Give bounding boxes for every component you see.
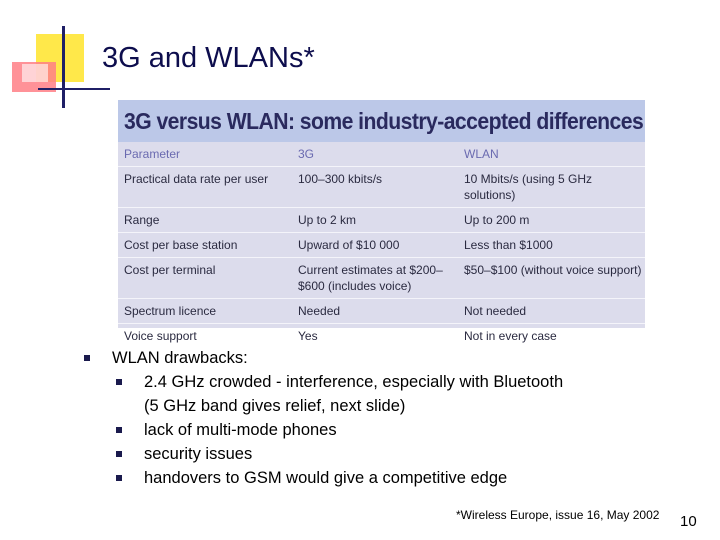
table-row: Cost per base station Upward of $10 000 … xyxy=(118,233,645,258)
table-cell: Yes xyxy=(298,329,318,343)
sub-bullet-text: security issues xyxy=(144,445,253,463)
bullet-square-icon xyxy=(116,451,122,457)
slide-title: 3G and WLANs* xyxy=(102,42,315,74)
vertical-line-decoration xyxy=(62,26,65,108)
white-square-decoration xyxy=(22,64,48,82)
bullet-text: WLAN drawbacks: xyxy=(112,349,248,367)
sub-bullet: lack of multi-mode phones xyxy=(84,418,563,442)
column-header: Parameter xyxy=(124,147,181,161)
table-cell: Practical data rate per user xyxy=(124,172,269,186)
table-cell: Up to 2 km xyxy=(298,213,357,227)
column-header: WLAN xyxy=(464,147,499,161)
bullet-square-icon xyxy=(84,355,90,361)
table-row: Spectrum licence Needed Not needed xyxy=(118,299,645,324)
table-cell: 100–300 kbits/s xyxy=(298,172,383,186)
table-cell: Not needed xyxy=(464,304,527,318)
table-cell: Spectrum licence xyxy=(124,304,217,318)
column-header: 3G xyxy=(298,147,315,161)
page-number: 10 xyxy=(680,513,697,530)
table-cell: Cost per terminal xyxy=(124,263,216,277)
bullet-square-icon xyxy=(116,427,122,433)
table-cell: Current estimates at $200– $600 (include… xyxy=(298,263,443,293)
bullet-square-icon xyxy=(116,475,122,481)
sub-bullet-text: lack of multi-mode phones xyxy=(144,421,337,439)
bullet-square-icon xyxy=(116,379,122,385)
table-row: Cost per terminal Current estimates at $… xyxy=(118,258,645,299)
sub-bullet: handovers to GSM would give a competitiv… xyxy=(84,466,563,490)
table-row: Voice support Yes Not in every case xyxy=(118,324,645,349)
sub-bullet-text: 2.4 GHz crowded - interference, especial… xyxy=(144,373,564,391)
sub-bullet-text: handovers to GSM would give a competitiv… xyxy=(144,469,508,487)
table-row: Practical data rate per user 100–300 kbi… xyxy=(118,167,645,208)
horizontal-line-decoration xyxy=(38,88,110,90)
table-heading-bar: 3G versus WLAN: some industry-accepted d… xyxy=(118,100,645,142)
table-cell: $50–$100 (without voice support) xyxy=(464,263,642,277)
table-cell: 10 Mbits/s (using 5 GHz solutions) xyxy=(464,172,593,202)
table-row: Range Up to 2 km Up to 200 m xyxy=(118,208,645,233)
comparison-table: Parameter 3G WLAN Practical data rate pe… xyxy=(118,142,645,348)
table-cell: Upward of $10 000 xyxy=(298,238,400,252)
table-header-row: Parameter 3G WLAN xyxy=(118,142,645,167)
bullet-main: WLAN drawbacks: xyxy=(84,346,563,370)
table-cell: Up to 200 m xyxy=(464,213,530,227)
source-footnote: *Wireless Europe, issue 16, May 2002 xyxy=(456,508,660,522)
table-cell: Cost per base station xyxy=(124,238,238,252)
bullet-list: WLAN drawbacks: 2.4 GHz crowded - interf… xyxy=(84,346,563,490)
sub-bullet-text: (5 GHz band gives relief, next slide) xyxy=(144,397,406,415)
table-cell: Range xyxy=(124,213,160,227)
sub-bullet: 2.4 GHz crowded - interference, especial… xyxy=(84,370,563,418)
comparison-table-image: 3G versus WLAN: some industry-accepted d… xyxy=(118,100,645,343)
sub-bullet: security issues xyxy=(84,442,563,466)
table-cell: Voice support xyxy=(124,329,197,343)
table-cell: Less than $1000 xyxy=(464,238,553,252)
table-cell: Not in every case xyxy=(464,329,557,343)
slide-logo-decoration xyxy=(0,0,110,110)
table-cell: Needed xyxy=(298,304,341,318)
table-heading: 3G versus WLAN: some industry-accepted d… xyxy=(124,107,644,134)
